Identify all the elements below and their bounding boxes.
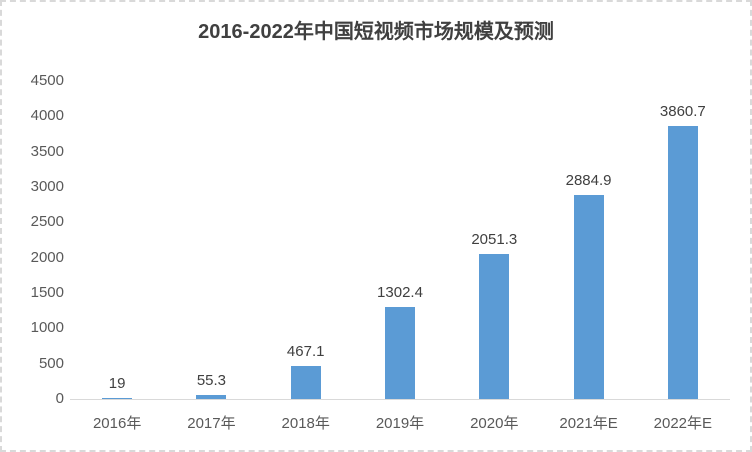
x-axis-tick-label: 2019年: [375, 415, 425, 432]
y-axis-tick-label: 3500: [30, 142, 64, 160]
data-label: 3860.7: [659, 103, 706, 120]
y-axis-tick-label: 500: [38, 354, 64, 372]
y-axis-tick-label: 3000: [30, 178, 64, 195]
y-axis-tick-label: 0: [55, 390, 64, 407]
bar: [196, 395, 227, 399]
x-axis-tick-label: 2016年: [92, 415, 142, 432]
data-label: 1302.4: [377, 284, 423, 301]
y-axis-tick-label: 4500: [30, 72, 64, 89]
x-axis-tick-label: 2017年: [187, 415, 236, 432]
y-axis-tick-label: 1500: [30, 284, 64, 301]
bar: [667, 126, 698, 399]
x-axis-line: [70, 399, 730, 400]
data-label: 19: [108, 375, 126, 392]
bar: [385, 307, 415, 399]
bar: [573, 195, 604, 399]
chart-title: 2016-2022年中国短视频市场规模及预测: [198, 21, 554, 43]
x-axis-tick-label: 2018年: [281, 415, 330, 432]
bar: [479, 254, 510, 399]
data-label: 467.1: [286, 343, 325, 360]
data-label: 2884.9: [565, 172, 612, 189]
y-axis-tick-label: 4000: [30, 107, 64, 125]
data-label: 55.3: [196, 372, 227, 389]
x-axis-tick-label: 2020年: [470, 415, 519, 432]
bar: [290, 366, 321, 399]
y-axis-tick-label: 2000: [30, 248, 64, 266]
bar: [102, 398, 133, 399]
data-label: 2051.3: [471, 231, 518, 248]
x-axis-tick-label: 2021年E: [559, 415, 618, 432]
y-axis-tick-label: 1000: [30, 319, 64, 337]
y-axis-tick-label: 2500: [30, 213, 64, 231]
x-axis-tick-label: 2022年E: [653, 415, 713, 432]
